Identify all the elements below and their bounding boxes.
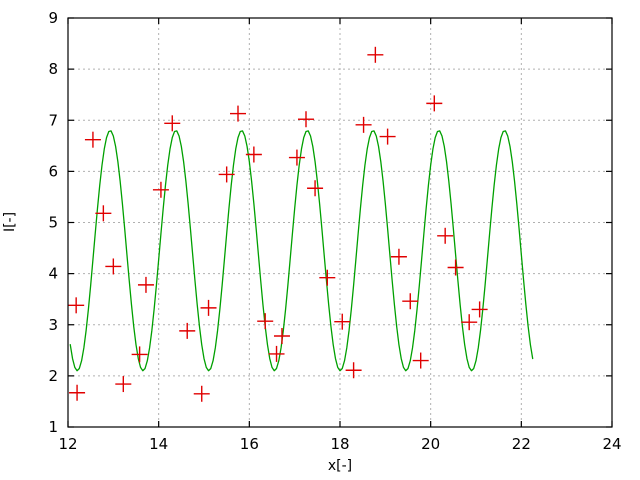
data-point-marker: [412, 352, 429, 369]
data-point-marker: [95, 205, 112, 222]
fit-curve-path: [69, 130, 534, 372]
data-point-marker: [268, 345, 285, 362]
y-tick-label: 9: [48, 9, 58, 27]
x-tick-label: 14: [149, 435, 168, 453]
data-point-marker: [218, 166, 235, 183]
data-point-marker: [402, 293, 419, 310]
y-axis-title: I[-]: [2, 212, 18, 232]
x-tick-label: 20: [421, 435, 440, 453]
x-tick-label: 24: [602, 435, 621, 453]
data-point-marker: [200, 299, 217, 316]
data-point-marker: [298, 111, 314, 128]
y-tick-label: 2: [48, 367, 58, 385]
data-point-marker: [152, 181, 169, 198]
x-tick-label: 16: [240, 435, 259, 453]
data-point-marker: [68, 297, 85, 314]
data-point-marker: [355, 116, 372, 133]
data-point-marker: [257, 313, 274, 330]
gridlines: [68, 18, 612, 427]
y-tick-label: 7: [48, 111, 58, 129]
fit-curve-series: [69, 130, 534, 372]
x-axis-tick-labels: 12 14 16 18 20 22 24: [58, 435, 621, 453]
measured-points-series: [68, 46, 488, 402]
data-point-marker: [471, 301, 488, 318]
x-tick-label: 18: [330, 435, 349, 453]
y-tick-label: 1: [48, 418, 58, 436]
data-point-marker: [319, 269, 336, 286]
data-point-marker: [230, 105, 246, 122]
data-point-marker: [84, 131, 101, 148]
data-point-marker: [367, 46, 384, 63]
data-point-marker: [245, 146, 262, 163]
axis-tick-marks: [67, 17, 613, 428]
data-point-marker: [334, 313, 351, 330]
data-point-marker: [447, 259, 464, 276]
data-point-marker: [426, 95, 443, 112]
data-point-marker: [307, 180, 324, 197]
x-tick-label: 22: [512, 435, 531, 453]
data-point-marker: [437, 227, 454, 244]
data-point-marker: [69, 384, 86, 401]
data-point-marker: [164, 115, 181, 132]
y-tick-label: 5: [48, 214, 58, 232]
data-point-marker: [179, 322, 196, 339]
data-point-marker: [273, 327, 290, 344]
y-tick-label: 6: [48, 162, 58, 180]
data-point-marker: [288, 149, 305, 166]
y-tick-label: 8: [48, 60, 58, 78]
data-point-marker: [390, 248, 407, 265]
data-point-marker: [461, 314, 478, 331]
x-axis-title: x[-]: [328, 458, 352, 474]
y-tick-label: 4: [48, 265, 58, 283]
data-point-marker: [105, 258, 122, 275]
y-tick-label: 3: [48, 316, 58, 334]
data-point-marker: [193, 385, 210, 402]
data-point-marker: [131, 346, 148, 363]
x-tick-label: 12: [58, 435, 77, 453]
y-axis-tick-labels: 1 2 3 4 5 6 7 8 9: [48, 9, 58, 436]
data-point-marker: [137, 276, 154, 293]
data-point-marker: [345, 362, 362, 379]
data-point-marker: [379, 128, 396, 145]
data-point-marker: [115, 376, 132, 393]
